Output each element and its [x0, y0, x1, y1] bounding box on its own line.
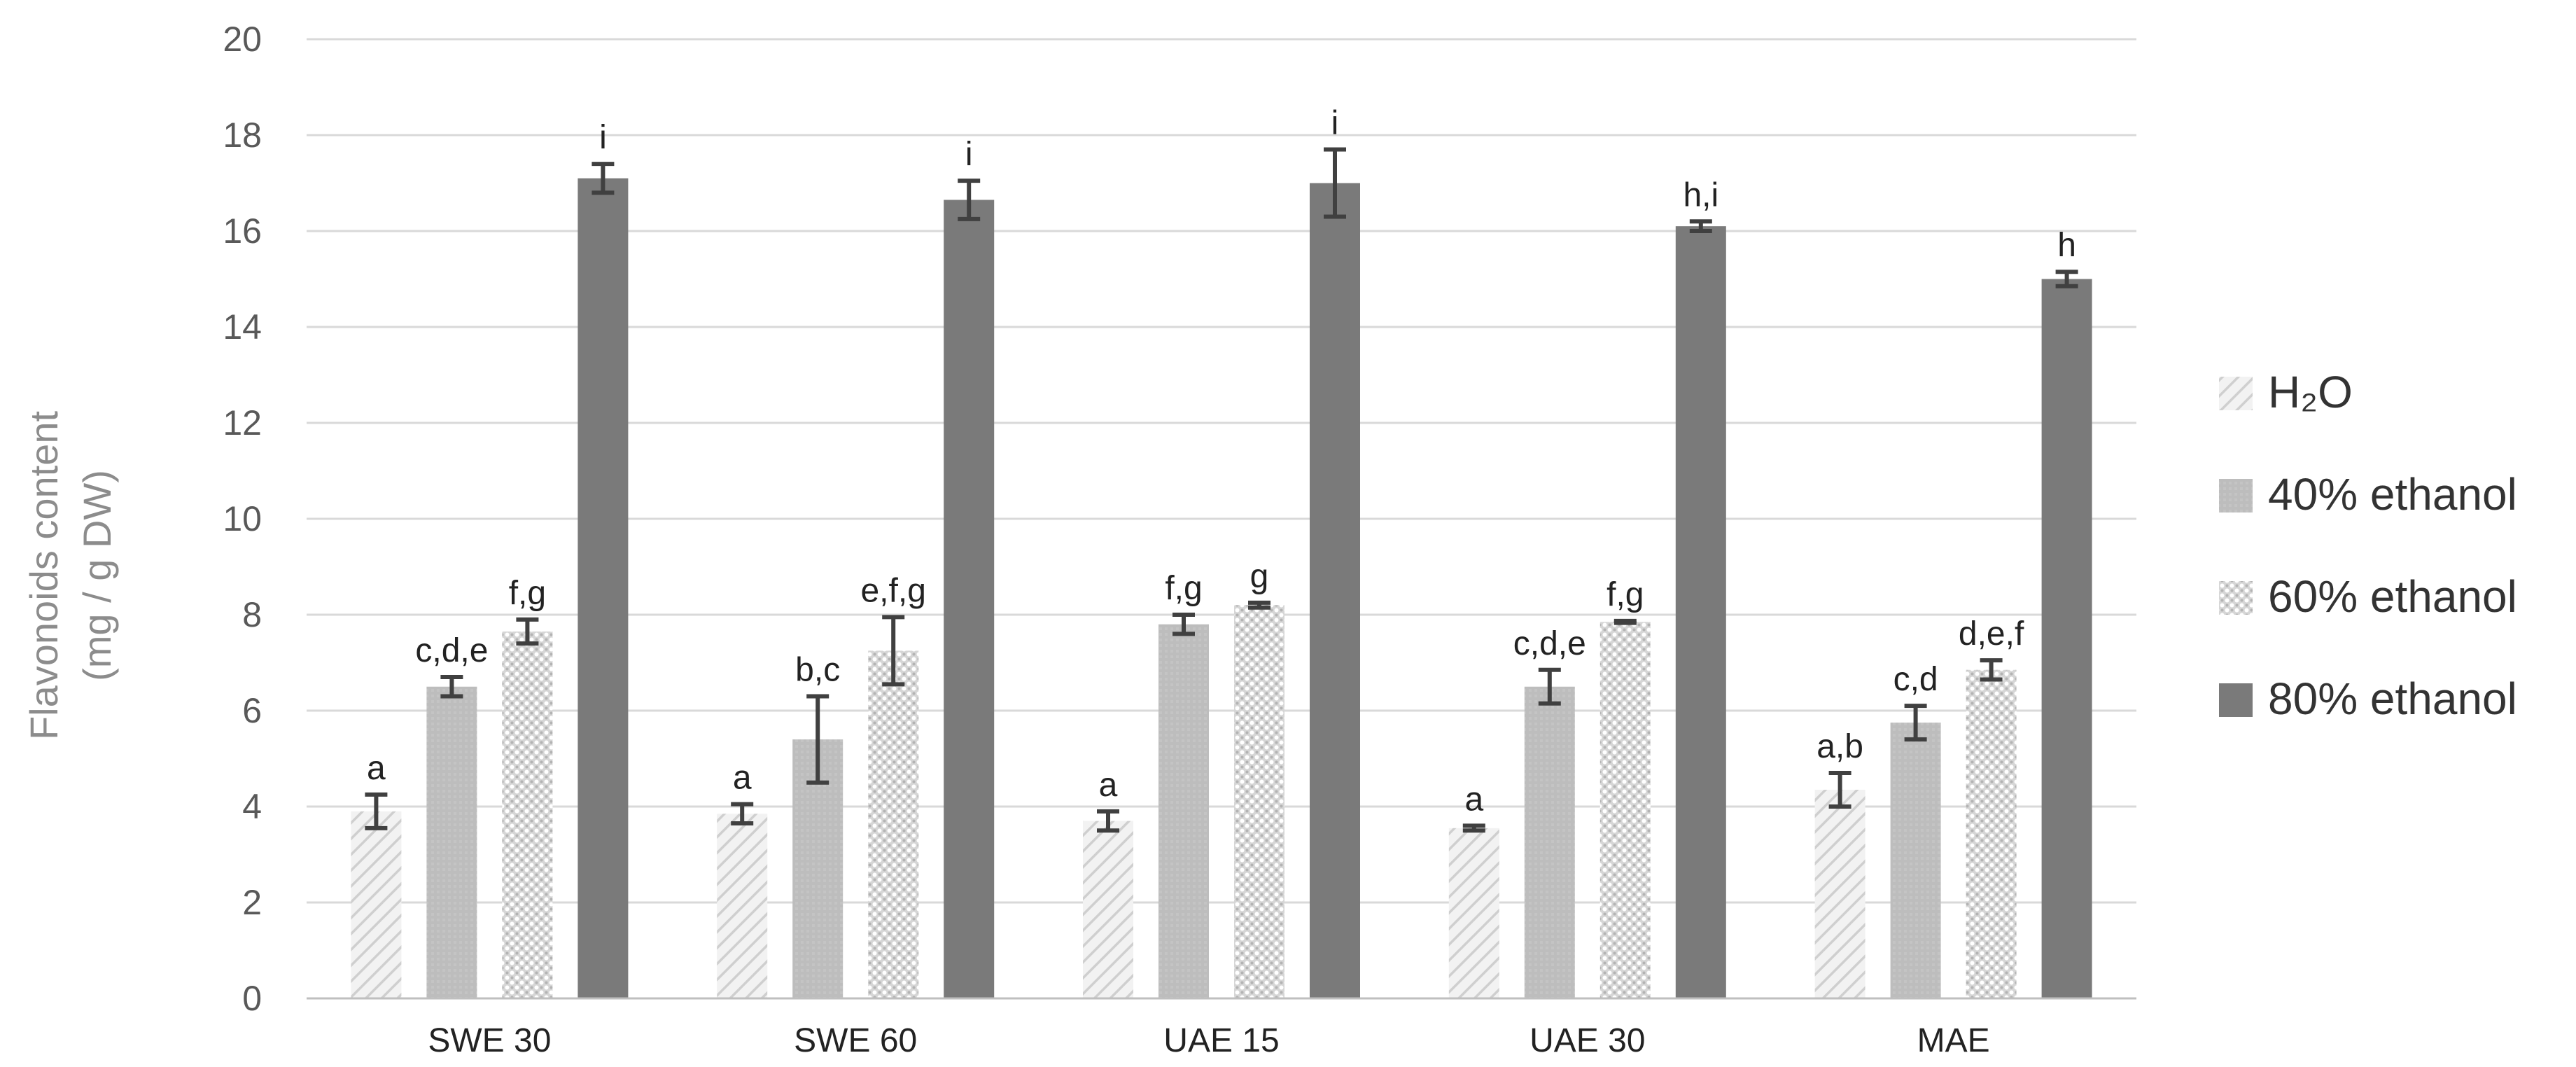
bars — [351, 178, 2092, 999]
bar — [1083, 821, 1133, 998]
data-label: a — [733, 760, 752, 797]
error-bar — [440, 675, 463, 699]
legend-item-60-ethanol: 60% ethanol — [2219, 571, 2517, 622]
legend-label-80-ethanol: 80% ethanol — [2268, 674, 2517, 724]
error-bar — [806, 694, 830, 785]
bar — [1966, 669, 2017, 998]
error-bar — [1980, 658, 2003, 682]
data-label: e,f,g — [860, 572, 925, 609]
data-label: a — [1464, 781, 1483, 818]
bar — [1524, 686, 1575, 998]
legend-item-40-ethanol: 40% ethanol — [2219, 469, 2517, 519]
bar — [1310, 183, 1360, 998]
error-bar — [1324, 147, 1346, 219]
error-bar — [731, 802, 754, 825]
data-label: c,d,e — [1513, 625, 1586, 662]
data-label: b,c — [795, 651, 840, 688]
bar — [1600, 622, 1651, 998]
y-tick-label: 6 — [242, 691, 262, 730]
error-bar — [2055, 270, 2078, 288]
data-label: f,g — [1165, 570, 1202, 607]
data-label: c,d,e — [415, 632, 488, 669]
error-bar — [1248, 600, 1270, 610]
x-category-label: UAE 15 — [1163, 1022, 1279, 1059]
x-category-label: UAE 30 — [1530, 1022, 1645, 1059]
legend-swatch-h2o — [2219, 377, 2253, 410]
y-tick-label: 10 — [223, 499, 262, 538]
legend-swatch-60-ethanol — [2219, 581, 2253, 615]
error-bars — [365, 147, 2078, 833]
error-bar — [1614, 618, 1637, 625]
legend-swatch-80-ethanol — [2219, 683, 2253, 717]
data-label: a — [1099, 767, 1118, 804]
y-tick-label: 8 — [242, 595, 262, 634]
legend: H₂O 40% ethanol 60% ethanol 80% ethanol — [2219, 367, 2517, 724]
y-tick-label: 14 — [223, 307, 262, 347]
data-label: h,i — [1683, 176, 1718, 214]
y-tick-label: 12 — [223, 403, 262, 442]
legend-item-h2o: H₂O — [2219, 367, 2353, 417]
bar — [1675, 226, 1726, 998]
data-label: f,g — [1606, 576, 1644, 613]
y-tick-label: 0 — [242, 979, 262, 1018]
x-category-label: SWE 60 — [794, 1022, 917, 1059]
data-label: a — [367, 750, 386, 787]
data-label: d,e,f — [1959, 615, 2024, 653]
error-bar — [1172, 613, 1195, 636]
error-bar — [1462, 823, 1485, 833]
bar — [1234, 605, 1284, 998]
y-tick-label: 16 — [223, 211, 262, 251]
error-bar — [592, 162, 615, 195]
error-bar — [1097, 809, 1119, 833]
data-label: g — [1250, 558, 1269, 595]
y-tick-label: 18 — [223, 116, 262, 155]
y-axis-title-line1: Flavonoids content — [22, 411, 66, 741]
y-axis-title: Flavonoids content (mg / g DW) — [22, 411, 119, 741]
data-label: i — [599, 119, 607, 156]
y-tick-label: 2 — [242, 883, 262, 922]
legend-label-h2o: H₂O — [2268, 367, 2353, 417]
bar — [944, 200, 995, 999]
bar — [868, 650, 919, 998]
y-axis-title-line2: (mg / g DW) — [75, 470, 119, 681]
error-bar — [1904, 704, 1927, 742]
bar — [426, 686, 477, 998]
x-category-label: MAE — [1917, 1022, 1990, 1059]
bar — [1814, 790, 1865, 998]
bar — [717, 814, 768, 998]
error-bar — [882, 615, 905, 687]
data-label: h — [2057, 227, 2076, 264]
bar — [578, 178, 629, 998]
legend-swatch-40-ethanol — [2219, 479, 2253, 512]
error-bar — [958, 179, 981, 221]
y-tick-label: 20 — [223, 20, 262, 59]
data-label: f,g — [509, 575, 546, 612]
x-axis-category-labels: SWE 30 SWE 60 UAE 15 UAE 30 MAE — [428, 1022, 1989, 1059]
error-bar — [516, 617, 539, 646]
data-label: i — [965, 136, 973, 173]
error-bar — [1828, 771, 1851, 809]
data-label: c,d — [1893, 661, 1938, 698]
legend-label-60-ethanol: 60% ethanol — [2268, 571, 2517, 622]
bar — [502, 631, 553, 998]
x-category-label: SWE 30 — [428, 1022, 551, 1059]
legend-item-80-ethanol: 80% ethanol — [2219, 674, 2517, 724]
bar — [1890, 723, 1941, 998]
y-tick-label: 4 — [242, 787, 262, 826]
error-bar — [1689, 219, 1712, 233]
error-bar — [1538, 667, 1561, 706]
y-axis-ticks: 0 2 4 6 8 10 12 14 16 18 20 — [223, 20, 262, 1018]
bar — [1158, 624, 1209, 998]
data-label: i — [1331, 105, 1339, 142]
data-labels: a c,d,e f,g i a b,c e,f,g i a f,g g i a c,d,e f,g h,i a,… — [367, 105, 2076, 818]
bar — [351, 811, 402, 998]
error-bar — [365, 792, 388, 830]
data-label: a,b — [1816, 728, 1863, 765]
bar — [2041, 279, 2092, 998]
legend-label-40-ethanol: 40% ethanol — [2268, 469, 2517, 519]
bar — [1448, 828, 1499, 998]
